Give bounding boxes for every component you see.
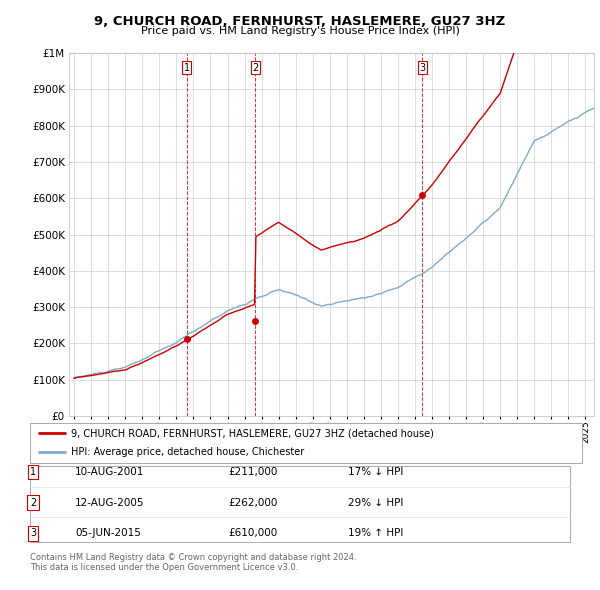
Text: £262,000: £262,000 [228, 498, 277, 507]
Text: £211,000: £211,000 [228, 467, 277, 477]
Text: 3: 3 [419, 63, 425, 73]
Text: 9, CHURCH ROAD, FERNHURST, HASLEMERE, GU27 3HZ: 9, CHURCH ROAD, FERNHURST, HASLEMERE, GU… [94, 15, 506, 28]
Text: 17% ↓ HPI: 17% ↓ HPI [348, 467, 403, 477]
Text: This data is licensed under the Open Government Licence v3.0.: This data is licensed under the Open Gov… [30, 563, 298, 572]
Text: 10-AUG-2001: 10-AUG-2001 [75, 467, 145, 477]
Text: 3: 3 [30, 529, 36, 538]
Text: 9, CHURCH ROAD, FERNHURST, HASLEMERE, GU27 3HZ (detached house): 9, CHURCH ROAD, FERNHURST, HASLEMERE, GU… [71, 428, 434, 438]
Text: £610,000: £610,000 [228, 529, 277, 538]
Text: HPI: Average price, detached house, Chichester: HPI: Average price, detached house, Chic… [71, 447, 305, 457]
Text: 29% ↓ HPI: 29% ↓ HPI [348, 498, 403, 507]
Text: Price paid vs. HM Land Registry's House Price Index (HPI): Price paid vs. HM Land Registry's House … [140, 26, 460, 36]
Text: 1: 1 [30, 467, 36, 477]
Text: 12-AUG-2005: 12-AUG-2005 [75, 498, 145, 507]
Text: 1: 1 [184, 63, 190, 73]
Text: 2: 2 [252, 63, 258, 73]
Text: 05-JUN-2015: 05-JUN-2015 [75, 529, 141, 538]
Text: 2: 2 [30, 498, 36, 507]
Text: Contains HM Land Registry data © Crown copyright and database right 2024.: Contains HM Land Registry data © Crown c… [30, 553, 356, 562]
Text: 19% ↑ HPI: 19% ↑ HPI [348, 529, 403, 538]
